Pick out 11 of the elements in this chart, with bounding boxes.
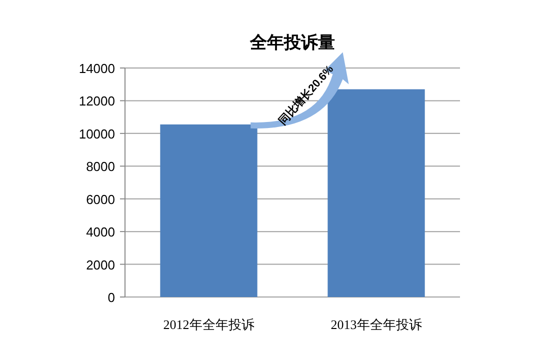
x-tick-label: 2012年全年投诉: [163, 317, 254, 332]
y-tick-label: 0: [108, 290, 115, 305]
y-tick-label: 14000: [78, 61, 115, 76]
y-tick-label: 4000: [86, 224, 115, 240]
y-tick-label: 6000: [86, 192, 115, 207]
chart-title: 全年投诉量: [249, 33, 335, 52]
x-tick-label: 2013年全年投诉: [330, 317, 422, 332]
y-tick-label: 12000: [78, 94, 115, 109]
y-tick-label: 2000: [86, 257, 115, 272]
y-tick-label: 8000: [86, 159, 115, 174]
y-tick-label: 10000: [78, 126, 115, 142]
